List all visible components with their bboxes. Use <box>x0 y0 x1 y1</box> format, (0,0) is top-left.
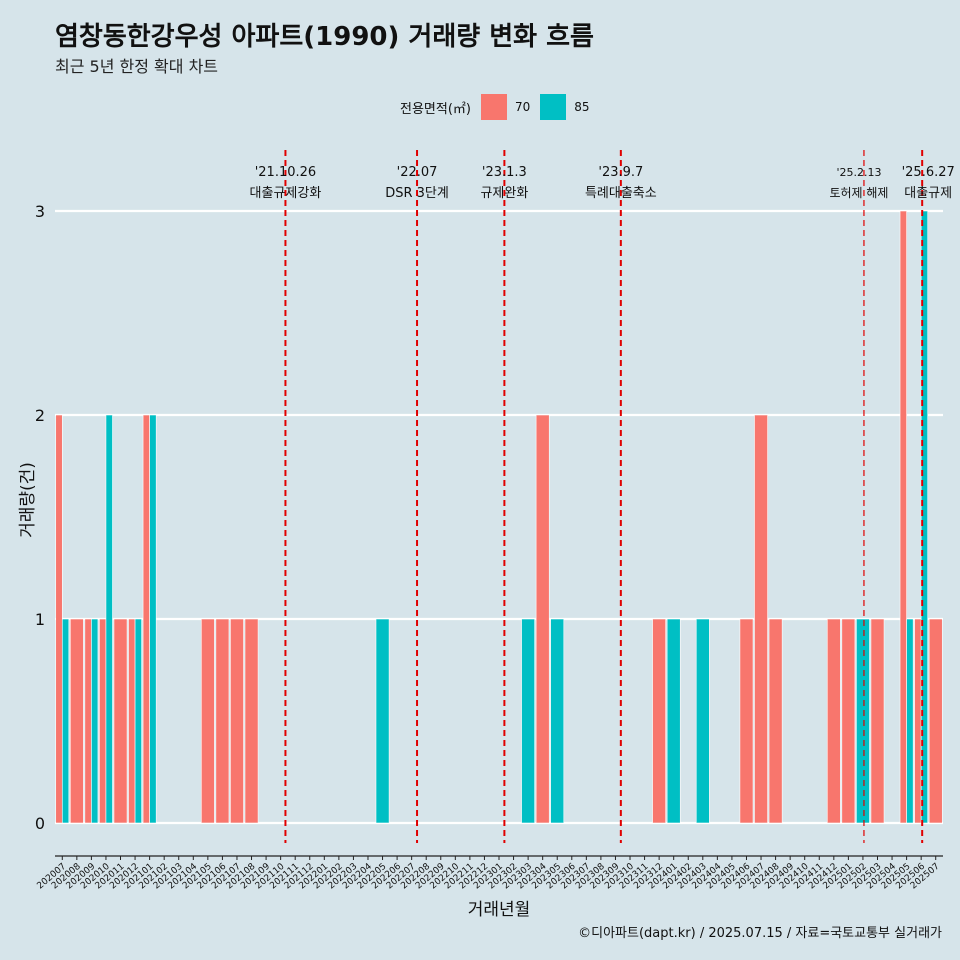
bar-70-202407 <box>754 414 768 824</box>
bar-70-202011 <box>113 618 128 824</box>
bar-70-202010 <box>99 618 107 824</box>
bar-70-202501 <box>841 618 856 824</box>
chart-subtitle: 최근 5년 한정 확대 차트 <box>55 57 219 76</box>
bar-85-202403 <box>695 618 710 824</box>
bar-70-202507 <box>928 618 943 824</box>
axes: 0123202007202008202009202010202011202012… <box>18 202 943 920</box>
bar-85-202009 <box>91 618 99 824</box>
x-axis-title: 거래년월 <box>468 900 531 920</box>
bar-85-202205 <box>375 618 390 824</box>
bar-70-202505 <box>899 210 907 824</box>
bar-85-202303 <box>521 618 535 824</box>
annotation-label-1: 대출규제강화 <box>250 186 322 201</box>
source-caption: ©디아파트(dapt.kr) / 2025.07.15 / 자료=국토교통부 실… <box>578 926 942 941</box>
bar-70-202105 <box>201 618 215 824</box>
legend-swatch-70 <box>480 94 507 120</box>
bar-85-202012 <box>134 618 142 824</box>
y-tick-label-1: 1 <box>35 610 45 629</box>
bar-70-202007 <box>55 414 63 824</box>
annotation-label-5: 토허제 해제 <box>829 186 888 200</box>
bar-70-202008 <box>69 618 84 824</box>
chart-title: 염창동한강우성 아파트(1990) 거래량 변화 흐름 <box>55 22 594 52</box>
bar-70-202101 <box>142 414 150 824</box>
grid-lines <box>55 209 943 825</box>
annotation-date-3: '23.1.3 <box>482 165 527 180</box>
y-tick-label-0: 0 <box>35 814 45 833</box>
bar-70-202506 <box>914 618 922 824</box>
bars <box>55 210 943 824</box>
bar-70-202108 <box>244 618 259 824</box>
legend: 전용면적(㎡) 70 85 <box>400 93 600 121</box>
annotation-date-4: '23.9.7 <box>598 165 643 180</box>
y-tick-label-3: 3 <box>35 202 45 221</box>
bar-70-202503 <box>870 618 885 824</box>
bar-70-202412 <box>826 618 841 824</box>
annotation-label-2: DSR 3단계 <box>385 186 449 201</box>
annotation-label-3: 규제완화 <box>480 186 528 201</box>
bar-70-202106 <box>215 618 230 824</box>
reference-lines: '21.10.26 대출규제강화 '22.07 DSR 3단계 '23.1.3 규제완화 '… <box>250 150 955 843</box>
bar-70-202304 <box>535 414 550 824</box>
bar-70-202012 <box>128 618 136 824</box>
legend-title: 전용면적(㎡) <box>400 101 471 117</box>
legend-label-85: 85 <box>574 100 590 114</box>
bar-70-202408 <box>768 618 783 824</box>
annotation-date-5: '25.2.13 <box>836 166 881 179</box>
bar-85-202506 <box>920 210 929 824</box>
annotation-label-4: 특례대출축소 <box>585 186 657 201</box>
bar-85-202101 <box>149 414 157 824</box>
y-axis-title: 거래량(건) <box>18 462 38 538</box>
bar-85-202401 <box>666 618 681 824</box>
bar-85-202502 <box>856 618 870 824</box>
legend-swatch-85 <box>540 94 567 120</box>
legend-label-70: 70 <box>514 100 531 114</box>
annotation-date-6: '25.6.27 <box>902 165 955 180</box>
bar-70-202009 <box>84 618 92 824</box>
bar-70-202406 <box>739 618 754 824</box>
annotation-label-6: 대출규제 <box>904 186 952 201</box>
bar-70-202312 <box>652 618 666 824</box>
annotation-date-1: '21.10.26 <box>255 165 316 180</box>
bar-70-202107 <box>230 618 244 824</box>
bar-85-202305 <box>550 618 565 824</box>
bar-85-202505 <box>906 618 914 824</box>
annotation-date-2: '22.07 <box>397 165 438 180</box>
bar-85-202007 <box>61 618 70 824</box>
y-tick-label-2: 2 <box>35 406 45 425</box>
bar-85-202010 <box>105 414 113 824</box>
